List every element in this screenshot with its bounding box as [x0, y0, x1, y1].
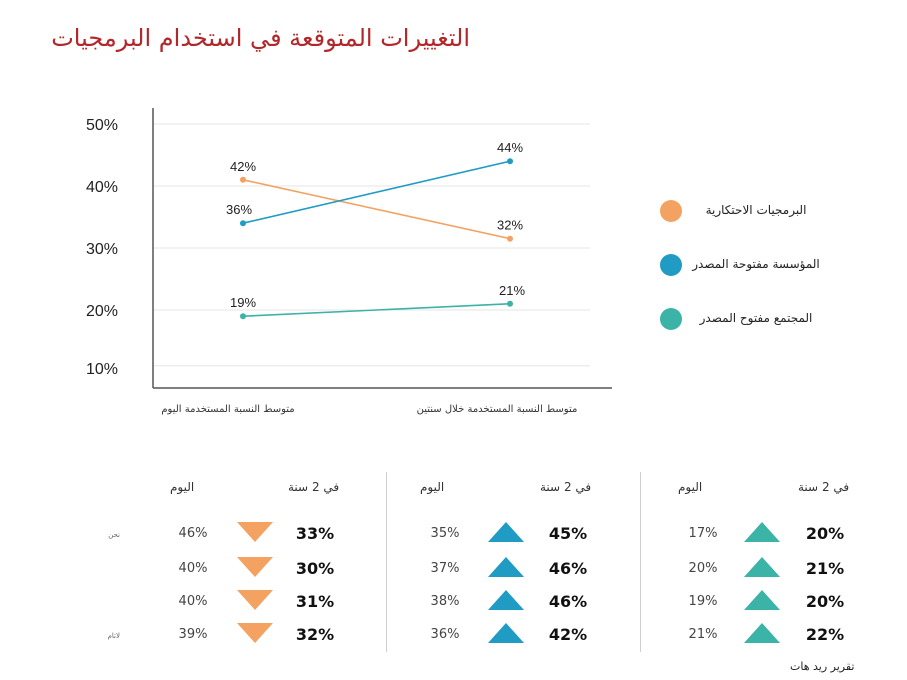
legend-swatch — [660, 254, 682, 276]
value-today: 40% — [178, 594, 208, 609]
value-in-2-years: 30% — [295, 559, 335, 578]
legend-label: المجتمع مفتوح المصدر — [699, 311, 813, 325]
column-head-future: في 2 سنة — [540, 480, 592, 494]
legend-item-community-open-source: المجتمع مفتوح المصدر — [660, 308, 820, 332]
column-head-today: اليوم — [420, 480, 445, 494]
source-note: تقرير ريد هات — [790, 660, 855, 673]
value-today: 38% — [430, 594, 460, 609]
row-label: لاتام — [107, 632, 120, 640]
data-label: 19% — [230, 295, 256, 310]
x-category-label: متوسط النسبة المستخدمة خلال سنتين — [417, 404, 578, 415]
value-in-2-years: 20% — [805, 592, 845, 611]
value-in-2-years: 21% — [805, 559, 845, 578]
value-today: 20% — [688, 561, 718, 576]
down-arrow-icon — [237, 522, 273, 542]
data-label: 42% — [230, 159, 256, 174]
column-head-future: في 2 سنة — [288, 480, 340, 494]
up-arrow-icon — [744, 623, 780, 643]
down-arrow-icon — [237, 557, 273, 577]
down-arrow-icon — [237, 623, 273, 643]
value-today: 36% — [430, 627, 460, 642]
legend-label: البرمجيات الاحتكارية — [705, 203, 807, 217]
line-chart: 50% 40% 30% 20% 10% متوسط النسبة المستخدمة ال… — [86, 108, 612, 415]
data-point — [507, 158, 513, 165]
legend-swatch — [660, 308, 682, 330]
up-arrow-icon — [488, 557, 524, 577]
data-point — [507, 300, 513, 307]
y-tick-label: 10% — [86, 361, 118, 378]
down-arrow-icon — [237, 590, 273, 610]
value-in-2-years: 22% — [805, 625, 845, 644]
value-in-2-years: 32% — [295, 625, 335, 644]
data-point — [240, 176, 246, 183]
value-today: 46% — [178, 526, 208, 541]
value-today: 39% — [178, 627, 208, 642]
value-in-2-years: 20% — [805, 524, 845, 543]
column-head-future: في 2 سنة — [798, 480, 850, 494]
column-head-today: اليوم — [170, 480, 195, 494]
series-line — [242, 179, 511, 240]
data-label: 36% — [226, 202, 252, 217]
group-divider — [386, 472, 387, 652]
value-today: 37% — [430, 561, 460, 576]
up-arrow-icon — [488, 590, 524, 610]
legend-swatch — [660, 200, 682, 222]
data-label: 32% — [497, 218, 523, 233]
data-point — [507, 235, 513, 242]
value-today: 21% — [688, 627, 718, 642]
value-in-2-years: 46% — [548, 592, 588, 611]
y-tick-label: 30% — [86, 241, 118, 258]
series-line — [242, 160, 511, 224]
value-today: 35% — [430, 526, 460, 541]
y-tick-label: 40% — [86, 179, 118, 196]
data-point — [240, 313, 246, 320]
value-in-2-years: 45% — [548, 524, 588, 543]
up-arrow-icon — [744, 590, 780, 610]
page-title: التغييرات المتوقعة في استخدام البرمجيات — [51, 24, 470, 52]
up-arrow-icon — [744, 522, 780, 542]
legend-item-proprietary: البرمجيات الاحتكارية — [660, 200, 820, 224]
value-today: 40% — [178, 561, 208, 576]
data-point — [240, 220, 246, 227]
x-category-label: متوسط النسبة المستخدمة اليوم — [161, 404, 294, 415]
data-label: 44% — [497, 140, 523, 155]
value-in-2-years: 46% — [548, 559, 588, 578]
y-tick-label: 50% — [86, 117, 118, 134]
series-line — [242, 303, 511, 317]
up-arrow-icon — [744, 557, 780, 577]
group-divider — [640, 472, 641, 652]
legend-label: المؤسسة مفتوحة المصدر — [692, 257, 820, 271]
value-in-2-years: 33% — [295, 524, 335, 543]
legend-item-enterprise-open-source: المؤسسة مفتوحة المصدر — [660, 254, 820, 278]
column-head-today: اليوم — [678, 480, 703, 494]
value-today: 17% — [688, 526, 718, 541]
value-in-2-years: 42% — [548, 625, 588, 644]
value-in-2-years: 31% — [295, 592, 335, 611]
row-label: نحن — [108, 531, 120, 539]
up-arrow-icon — [488, 623, 524, 643]
up-arrow-icon — [488, 522, 524, 542]
data-label: 21% — [499, 283, 525, 298]
value-today: 19% — [688, 594, 718, 609]
y-tick-label: 20% — [86, 303, 118, 320]
